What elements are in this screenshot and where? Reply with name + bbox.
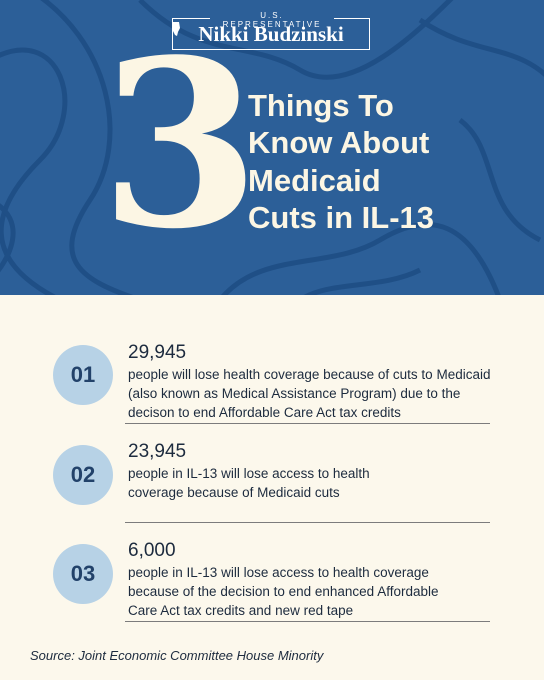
item-text: because of the decision to end enhanced … [128,584,439,599]
contour [0,203,16,273]
item: 01 29,945 people will lose health coverage… [0,342,544,432]
contour [418,17,544,77]
title-line: Cuts in IL-13 [248,200,435,235]
item-text: people in IL-13 will lose access to heal… [128,565,429,580]
item-text: (also known as Medical Assistance Progra… [128,386,461,401]
index-badge: 02 [53,445,113,505]
index-badge: 03 [53,544,113,604]
divider [125,423,490,424]
contour [138,0,454,80]
name-last: Budzinski [253,22,344,46]
item-text: people in IL-13 will lose access to heal… [128,466,370,481]
contour [303,267,422,295]
contour [221,222,501,295]
item-figure: 29,945 [128,342,187,363]
contour [458,118,542,243]
contour-pattern [0,0,544,295]
item-text: decison to end Affordable Care Act tax c… [128,405,401,420]
item-text: Care Act tax credits and new red tape [128,603,354,618]
index-badge: 01 [53,345,113,405]
hero-number: 3 [100,10,261,280]
source-note: Source: Joint Economic Committee House M… [30,648,324,663]
divider [125,621,490,622]
title-line: Medicaid [248,163,381,198]
item-figure: 23,945 [128,441,187,462]
name-first: Nikki [198,22,249,46]
title-line: Things To [248,88,394,123]
hero-banner: U.S. REPRESENTATIVE Nikki Budzinski 3 Th… [0,0,544,295]
item-figure: 6,000 [128,540,176,561]
item-text: people will lose health coverage because… [128,367,491,382]
contour [0,47,68,295]
item-text: coverage because of Medicaid cuts [128,485,340,500]
logo-name: Nikki Budzinski [172,22,370,47]
logo-label: U.S. REPRESENTATIVE [210,11,334,29]
title-line: Know About [248,125,430,160]
item: 03 6,000 people in IL-13 will lose access … [0,540,544,630]
state-icon [172,22,180,36]
contour [40,0,134,295]
divider [125,522,490,523]
item: 02 23,945 people in IL-13 will lose access… [0,441,544,531]
